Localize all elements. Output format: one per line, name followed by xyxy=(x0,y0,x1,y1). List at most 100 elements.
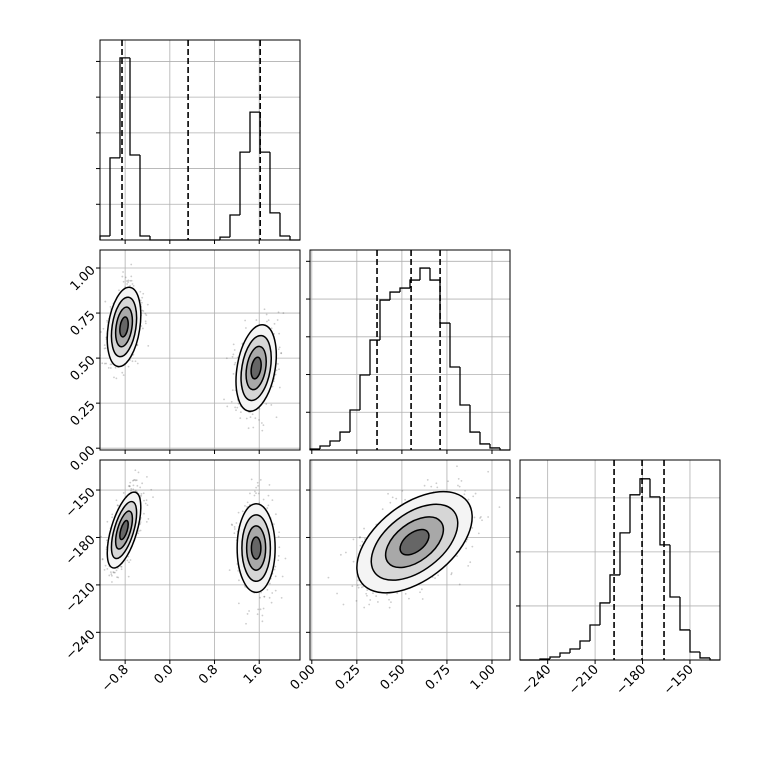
sample-point xyxy=(103,568,106,571)
sample-point xyxy=(458,485,461,488)
histogram-bin xyxy=(489,443,500,449)
sample-point xyxy=(144,312,147,315)
sample-point xyxy=(260,422,263,424)
sample-point xyxy=(358,536,361,539)
sample-point xyxy=(469,561,472,564)
sample-point xyxy=(437,574,440,577)
sample-point xyxy=(130,263,133,266)
sample-point xyxy=(136,362,139,365)
sample-point xyxy=(112,571,115,574)
sample-point xyxy=(106,321,109,324)
sample-point xyxy=(356,584,359,587)
histogram-bin xyxy=(349,409,360,433)
histogram-bin xyxy=(589,624,600,641)
sample-point xyxy=(143,499,145,502)
panel-frame xyxy=(99,249,301,451)
sample-point xyxy=(235,409,237,412)
sample-point xyxy=(228,569,231,572)
sample-point xyxy=(116,504,119,507)
sample-point xyxy=(137,471,140,474)
sample-point xyxy=(248,610,250,612)
sample-point xyxy=(246,613,249,615)
sample-point xyxy=(463,493,466,496)
sample-point xyxy=(268,484,271,486)
sample-point xyxy=(274,373,277,376)
sample-point xyxy=(265,313,268,316)
sample-point xyxy=(241,510,244,513)
sample-point xyxy=(100,535,102,538)
sample-point xyxy=(130,279,133,282)
histogram-bin xyxy=(649,478,660,498)
sample-point xyxy=(111,581,113,583)
sample-point xyxy=(127,485,130,487)
histogram-bin xyxy=(569,648,580,653)
sample-point xyxy=(408,597,410,600)
panel-frame xyxy=(309,459,511,661)
sample-point xyxy=(277,311,280,314)
sample-point xyxy=(336,592,338,595)
sample-point xyxy=(105,539,108,542)
sample-point xyxy=(131,283,134,285)
sample-point xyxy=(142,492,145,495)
sample-point xyxy=(365,592,368,595)
sample-point xyxy=(388,606,391,609)
sample-point xyxy=(134,469,137,472)
sample-point xyxy=(259,596,261,599)
sample-point xyxy=(126,283,129,285)
sample-point xyxy=(135,479,138,482)
sample-point xyxy=(351,585,354,588)
sample-point xyxy=(146,504,149,507)
sample-point xyxy=(246,501,249,504)
sample-point xyxy=(435,482,438,485)
sample-point xyxy=(419,591,421,594)
sample-point xyxy=(270,327,273,330)
histogram-bin xyxy=(399,287,410,293)
sample-point xyxy=(122,374,125,377)
contour xyxy=(399,528,430,556)
sample-point xyxy=(271,592,274,594)
sample-point xyxy=(258,419,260,421)
sample-point xyxy=(140,301,143,304)
sample-point xyxy=(280,352,283,355)
sample-point xyxy=(363,606,366,609)
histogram-bin xyxy=(679,596,690,631)
sample-point xyxy=(104,300,107,303)
sample-point xyxy=(136,344,139,347)
sample-point xyxy=(474,492,477,495)
sample-point xyxy=(268,582,271,585)
sample-point xyxy=(257,484,259,487)
sample-point xyxy=(134,479,137,482)
sample-point xyxy=(465,547,467,550)
sample-point xyxy=(262,498,265,501)
histogram-bin xyxy=(659,496,670,546)
sample-point xyxy=(270,404,273,406)
sample-point xyxy=(460,480,463,482)
histogram-bin xyxy=(609,574,620,603)
sample-point xyxy=(278,546,281,549)
sample-point xyxy=(129,481,132,484)
sample-point xyxy=(477,532,480,535)
histogram-bin xyxy=(629,494,640,533)
sample-point xyxy=(137,532,140,535)
sample-point xyxy=(366,589,369,592)
sample-point xyxy=(262,607,265,610)
sample-point xyxy=(115,377,118,380)
histogram-bin xyxy=(699,652,710,659)
histogram-bin xyxy=(449,323,460,368)
sample-point xyxy=(136,484,139,487)
contour xyxy=(119,519,129,541)
sample-point xyxy=(233,528,236,530)
sample-point xyxy=(266,507,269,509)
sample-point xyxy=(122,280,125,283)
contour xyxy=(250,536,262,560)
sample-point xyxy=(447,480,449,483)
sample-point xyxy=(436,486,439,489)
sample-point xyxy=(100,331,102,333)
sample-point xyxy=(128,485,131,487)
histogram-bin xyxy=(429,268,440,281)
sample-point xyxy=(261,620,264,623)
sample-point xyxy=(270,601,273,604)
sample-point xyxy=(143,512,145,515)
sample-point xyxy=(234,361,237,364)
histogram-bin xyxy=(219,236,230,240)
